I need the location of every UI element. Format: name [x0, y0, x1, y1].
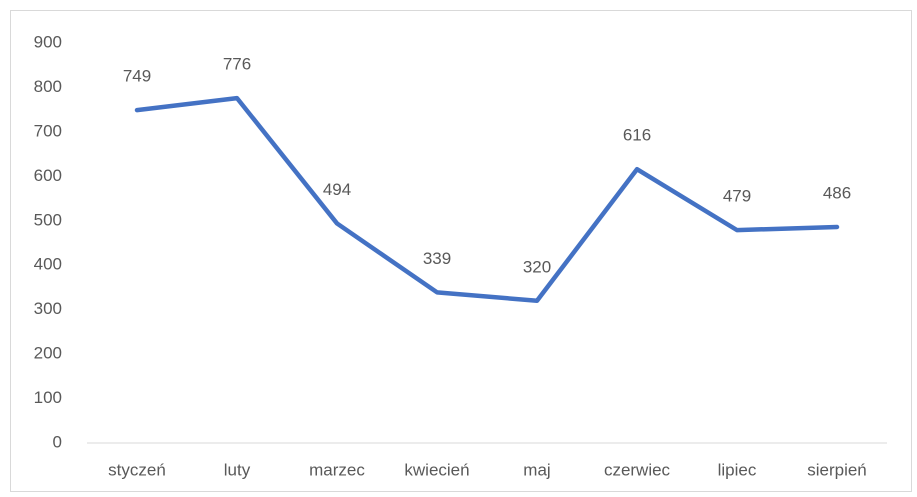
y-tick-label: 200 [34, 344, 62, 363]
line [134, 95, 840, 304]
y-tick-label: 0 [53, 432, 62, 451]
x-tick-label: styczeń [108, 460, 166, 479]
y-tick-label: 900 [34, 32, 62, 51]
data-label: 494 [323, 180, 351, 199]
y-tick-label: 800 [34, 77, 62, 96]
x-tick-label: marzec [309, 460, 365, 479]
chart-border [10, 10, 912, 492]
x-tick-label: czerwiec [604, 460, 671, 479]
y-tick-label: 500 [34, 210, 62, 229]
data-label: 479 [723, 187, 751, 206]
data-label: 339 [423, 249, 451, 268]
data-label: 616 [623, 126, 651, 145]
y-tick-label: 700 [34, 121, 62, 140]
x-tick-label: luty [224, 460, 251, 479]
y-tick-label: 100 [34, 388, 62, 407]
data-label: 776 [223, 55, 251, 74]
x-tick-label: kwiecień [404, 460, 469, 479]
x-tick-label: lipiec [718, 460, 757, 479]
data-label: 486 [823, 183, 851, 202]
y-tick-label: 300 [34, 299, 62, 318]
data-label: 749 [123, 67, 151, 86]
y-tick-label: 600 [34, 166, 62, 185]
x-tick-label: maj [523, 460, 550, 479]
x-tick-label: sierpień [807, 460, 867, 479]
data-label: 320 [523, 257, 551, 276]
y-tick-label: 400 [34, 255, 62, 274]
